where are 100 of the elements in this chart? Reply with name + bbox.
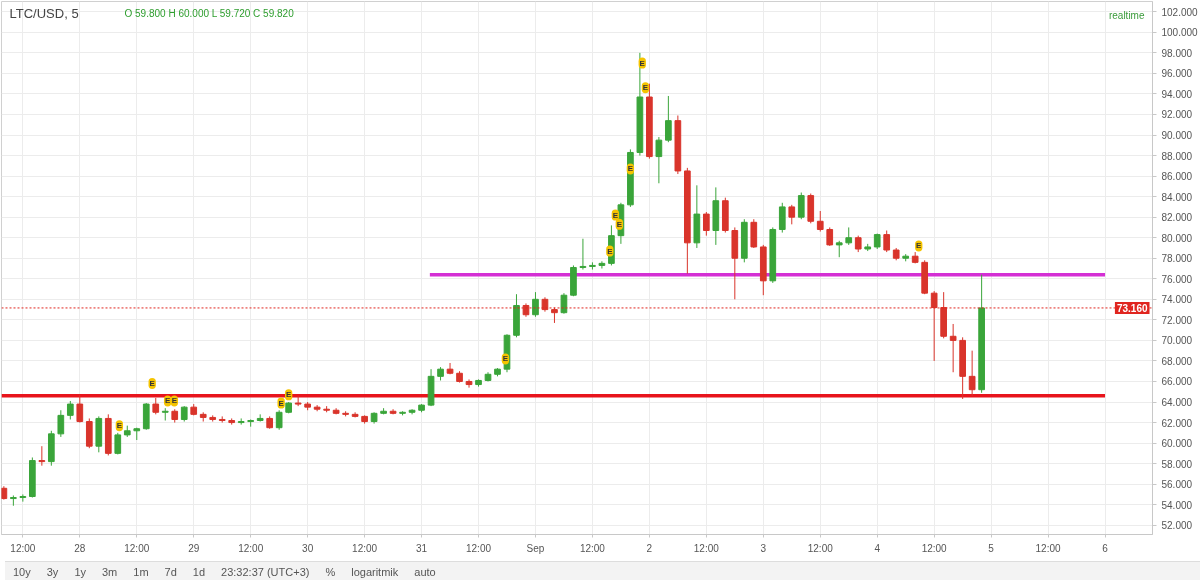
annotation: E bbox=[616, 219, 623, 229]
text: auto bbox=[414, 566, 436, 578]
x-tick-label: 2 bbox=[646, 542, 653, 554]
x-tick-label: 12:00 bbox=[466, 542, 492, 554]
candlestick bbox=[161, 407, 169, 422]
candlestick bbox=[778, 202, 786, 234]
candlestick bbox=[655, 136, 663, 184]
y-tick-label: 102.000 bbox=[1161, 6, 1199, 18]
candlestick bbox=[826, 226, 834, 247]
y-tick-label: 68.000 bbox=[1161, 355, 1193, 367]
candlestick bbox=[294, 395, 302, 407]
candlestick bbox=[797, 192, 805, 220]
text: % bbox=[325, 566, 336, 578]
annotation: E bbox=[116, 421, 123, 431]
ref-line-label: 73.160 bbox=[1116, 302, 1148, 314]
y-tick-label: 52.000 bbox=[1161, 520, 1193, 532]
candlestick bbox=[313, 404, 321, 412]
x-tick-label: 3 bbox=[760, 542, 767, 554]
text: 1m bbox=[133, 566, 149, 578]
candlestick bbox=[19, 493, 27, 503]
y-tick-label: 90.000 bbox=[1161, 130, 1193, 142]
text: 23:32:37 (UTC+3) bbox=[221, 566, 310, 578]
text: 3y bbox=[46, 566, 59, 578]
y-tick-label: 54.000 bbox=[1161, 499, 1193, 511]
x-tick-label: 6 bbox=[1102, 542, 1109, 554]
text: 1d bbox=[192, 566, 206, 578]
y-tick-label: 100.000 bbox=[1161, 27, 1199, 39]
candlestick bbox=[66, 400, 74, 420]
y-tick-label: 82.000 bbox=[1161, 212, 1193, 224]
y-tick-label: 84.000 bbox=[1161, 191, 1193, 203]
x-tick-label: 28 bbox=[74, 542, 86, 554]
annotation: E bbox=[642, 83, 649, 93]
candlestick bbox=[930, 290, 938, 362]
x-tick-label: 5 bbox=[988, 542, 995, 554]
y-tick-label: 92.000 bbox=[1161, 109, 1193, 121]
x-tick-label: Sep bbox=[526, 542, 545, 554]
candlestick bbox=[76, 394, 84, 424]
annotation: E bbox=[171, 396, 178, 406]
annotation: E bbox=[285, 390, 292, 400]
candlestick bbox=[788, 204, 796, 225]
candlestick bbox=[532, 291, 539, 318]
text: 10y bbox=[13, 566, 31, 578]
y-tick-label: 70.000 bbox=[1161, 335, 1193, 347]
y-tick-label: 76.000 bbox=[1161, 273, 1193, 285]
candlestick bbox=[665, 95, 672, 143]
candlestick bbox=[465, 378, 473, 389]
y-tick-label: 56.000 bbox=[1161, 479, 1193, 491]
annotation: E bbox=[627, 164, 634, 174]
x-tick-label: 12:00 bbox=[579, 542, 606, 554]
candlestick bbox=[598, 260, 606, 270]
x-tick-label: 31 bbox=[415, 542, 428, 554]
x-tick-label: 4 bbox=[874, 542, 881, 554]
y-tick-label: 62.000 bbox=[1161, 417, 1193, 429]
candlestick bbox=[883, 230, 891, 253]
candlestick bbox=[702, 211, 710, 237]
y-tick-label: 98.000 bbox=[1161, 47, 1193, 59]
x-tick-label: 12:00 bbox=[10, 542, 36, 554]
y-tick-label: 72.000 bbox=[1161, 314, 1193, 326]
annotation: E bbox=[164, 396, 171, 406]
x-tick-label: 12:00 bbox=[352, 542, 378, 554]
candlestick bbox=[968, 350, 976, 397]
x-tick-label: 12:00 bbox=[1035, 542, 1062, 554]
annotation: E bbox=[278, 398, 285, 408]
annotation: E bbox=[502, 354, 509, 364]
x-tick-label: 12:00 bbox=[238, 542, 264, 554]
candlestick bbox=[816, 210, 824, 233]
candlestick bbox=[949, 323, 957, 373]
candlestick bbox=[579, 238, 587, 271]
y-tick-label: 78.000 bbox=[1161, 253, 1193, 265]
chart-title: LTC/USD, 5 bbox=[9, 5, 79, 21]
text: logaritmik bbox=[351, 566, 399, 578]
y-tick-label: 88.000 bbox=[1161, 150, 1193, 162]
candlestick bbox=[57, 409, 65, 438]
y-tick-label: 58.000 bbox=[1161, 458, 1193, 470]
text: O 59.800 H 60.000 L 59.720 C 59.820 bbox=[124, 7, 295, 19]
x-tick-label: 12:00 bbox=[807, 542, 834, 554]
y-tick-label: 66.000 bbox=[1161, 376, 1193, 388]
y-tick-label: 86.000 bbox=[1161, 171, 1193, 183]
text: 7d bbox=[164, 566, 177, 578]
y-tick-label: 96.000 bbox=[1161, 68, 1193, 80]
candlestick bbox=[10, 494, 17, 507]
candlestick bbox=[38, 445, 46, 467]
y-tick-label: 74.000 bbox=[1161, 294, 1193, 306]
annotation: E bbox=[639, 58, 646, 68]
annotation: E bbox=[149, 379, 156, 389]
x-tick-label: 30 bbox=[302, 542, 314, 554]
annotation: E bbox=[607, 246, 614, 256]
candlestick bbox=[275, 409, 283, 431]
annotation: E bbox=[612, 210, 619, 220]
x-tick-label: 29 bbox=[188, 542, 200, 554]
x-tick-label: 12:00 bbox=[693, 542, 720, 554]
text: 3m bbox=[102, 566, 118, 578]
candlestick bbox=[446, 362, 454, 375]
y-tick-label: 94.000 bbox=[1161, 88, 1193, 100]
annotation: E bbox=[916, 241, 923, 251]
y-tick-label: 64.000 bbox=[1161, 397, 1193, 409]
y-tick-label: 60.000 bbox=[1161, 438, 1193, 450]
y-tick-label: 80.000 bbox=[1161, 232, 1193, 244]
text: 1y bbox=[74, 566, 86, 578]
x-tick-label: 12:00 bbox=[921, 542, 948, 554]
